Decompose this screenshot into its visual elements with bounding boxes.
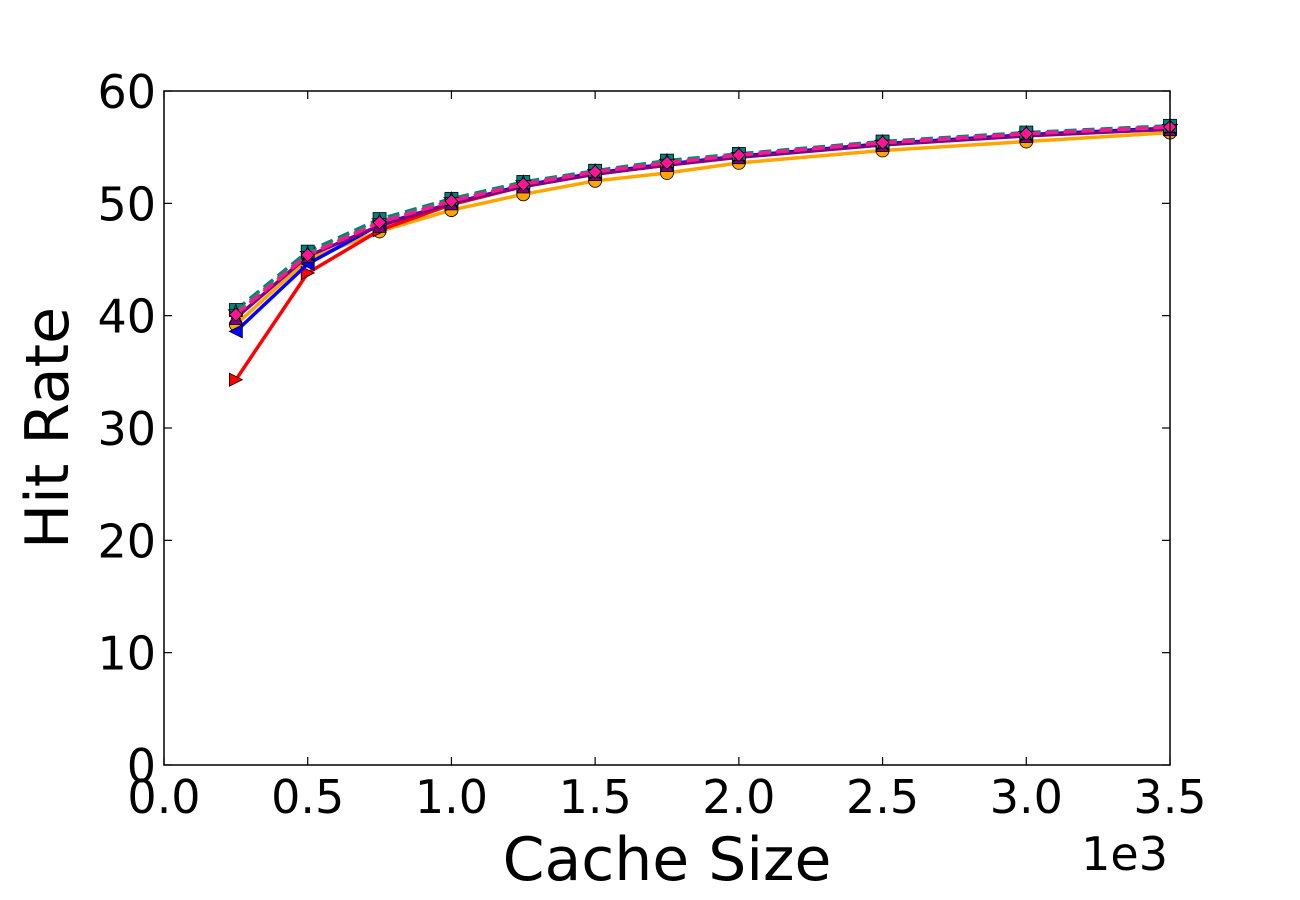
x-offset-label: 1e3: [1081, 827, 1168, 881]
y-axis-label: Hit Rate: [13, 307, 83, 549]
tick-labels: 0.0 0.5 1.0 1.5 2.0 2.5 3.0 3.5 0 10 20 30 40 50 60: [97, 65, 1206, 824]
data-point: [875, 135, 890, 150]
y-tick-label: 40: [97, 290, 156, 344]
x-tick-label: 0.5: [271, 770, 344, 824]
data-point: [228, 372, 244, 387]
series-layer: [227, 117, 1179, 387]
series-line: [234, 125, 1171, 316]
x-tick-label: 1.5: [559, 770, 632, 824]
y-tick-label: 20: [97, 514, 156, 568]
data-point: [228, 324, 243, 339]
data-point: [1019, 126, 1034, 141]
data-point: [228, 307, 243, 322]
x-tick-label: 1.0: [415, 770, 488, 824]
y-tick-label: 30: [97, 402, 156, 456]
x-tick-label: 3.5: [1133, 770, 1206, 824]
data-point: [300, 247, 315, 263]
y-tick-label: 60: [97, 65, 156, 119]
data-point: [444, 194, 459, 209]
x-tick-label: 2.5: [846, 770, 919, 824]
data-point: [588, 164, 603, 179]
x-axis-label: Cache Size: [503, 825, 832, 895]
y-tick-label: 50: [97, 177, 156, 231]
x-tick-label: 2.0: [702, 770, 775, 824]
series-7: [228, 119, 1178, 322]
y-tick-label: 10: [97, 627, 156, 681]
data-point: [300, 265, 316, 281]
data-point: [659, 155, 675, 170]
plot-frame: [163, 90, 1171, 766]
data-point: [516, 177, 531, 192]
data-point: [372, 215, 387, 230]
data-point: [731, 147, 746, 163]
x-tick-label: 0.0: [127, 770, 200, 824]
x-tick-label: 3.0: [990, 770, 1063, 824]
y-tick-label: 0: [127, 739, 156, 793]
